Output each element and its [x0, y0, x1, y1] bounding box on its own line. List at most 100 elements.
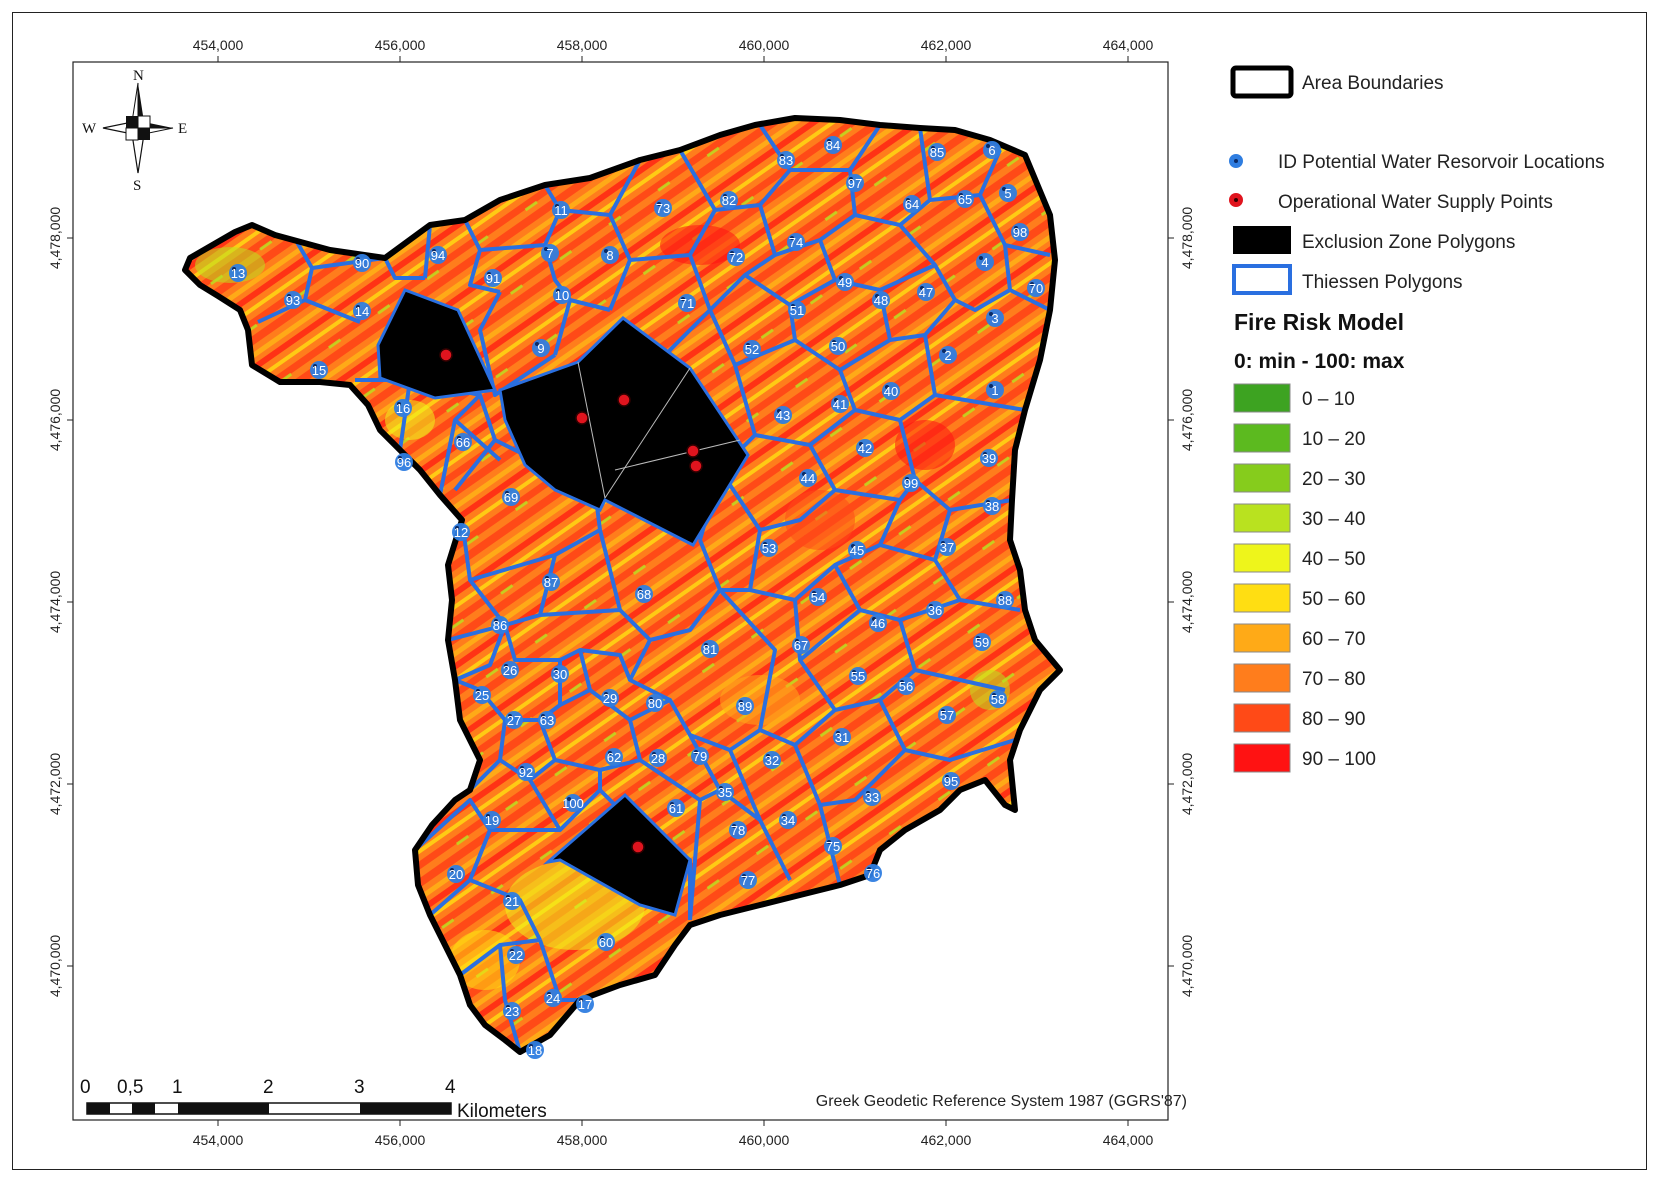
- reservoir-center: [604, 249, 608, 253]
- reservoir-id-label: 4: [981, 255, 988, 270]
- reservoir-center: [885, 385, 889, 389]
- reservoir-center: [504, 664, 508, 668]
- reservoir-center: [859, 442, 863, 446]
- reservoir-point-58: 58: [989, 690, 1007, 708]
- reservoir-point-7: 7: [541, 244, 559, 262]
- reservoir-point-66: 66: [454, 433, 472, 451]
- x-axis-bottom: 454,000 456,000 458,000 460,000 462,000 464,0…: [193, 1120, 1154, 1148]
- reservoir-center: [510, 949, 514, 953]
- reservoir-center: [812, 591, 816, 595]
- reservoir-id-label: 89: [738, 699, 752, 714]
- reservoir-id-label: 78: [731, 823, 745, 838]
- reservoir-center: [545, 576, 549, 580]
- reservoir-point-84: 84: [824, 136, 842, 154]
- reservoir-point-27: 27: [505, 711, 523, 729]
- reservoir-center: [875, 294, 879, 298]
- reservoir-center: [681, 297, 685, 301]
- legend-class-swatch: [1233, 423, 1291, 453]
- reservoir-id-label: 23: [505, 1004, 519, 1019]
- legend-class-label: 90 – 100: [1302, 749, 1376, 770]
- reservoir-id-label: 13: [231, 266, 245, 281]
- reservoir-point-15: 15: [310, 361, 328, 379]
- y-tick-label-right: 4,474,000: [1179, 571, 1195, 633]
- reservoir-point-21: 21: [503, 892, 521, 910]
- reservoir-point-93: 93: [284, 291, 302, 309]
- reservoir-center: [905, 477, 909, 481]
- scale-label-4: 4: [445, 1077, 456, 1098]
- reservoir-point-16: 16: [394, 399, 412, 417]
- reservoir-point-35: 35: [716, 783, 734, 801]
- reservoir-point-36: 36: [926, 601, 944, 619]
- reservoir-id-label: 69: [504, 490, 518, 505]
- reservoir-point-48: 48: [872, 291, 890, 309]
- reservoir-id-label: 75: [826, 839, 840, 854]
- legend-class: 50 – 60: [1233, 583, 1365, 613]
- reservoir-id-label: 16: [396, 401, 410, 416]
- reservoir-id-label: 43: [776, 408, 790, 423]
- y-tick-label-right: 4,478,000: [1179, 207, 1195, 269]
- reservoir-center: [802, 472, 806, 476]
- reservoir-center: [867, 867, 871, 871]
- supply-point: [617, 393, 631, 407]
- reservoir-id-label: 100: [562, 796, 584, 811]
- reservoir-center: [827, 840, 831, 844]
- reservoir-point-91: 91: [484, 269, 502, 287]
- reservoir-point-12: 12: [452, 523, 470, 541]
- reservoir-center: [739, 700, 743, 704]
- reservoir-id-label: 95: [944, 774, 958, 789]
- reservoir-point-67: 67: [792, 636, 810, 654]
- reservoir-point-8: 8: [601, 246, 619, 264]
- reservoir-center: [508, 714, 512, 718]
- reservoir-center: [494, 619, 498, 623]
- reservoir-center: [834, 398, 838, 402]
- legend-label: ID Potential Water Resorvoir Locations: [1278, 152, 1605, 173]
- scale-bar: 0 0,5 1 2 3 4 Kilometers: [80, 1077, 547, 1122]
- reservoir-point-38: 38: [983, 497, 1001, 515]
- reservoir-point-69: 69: [502, 488, 520, 506]
- scale-label-2: 2: [263, 1077, 274, 1098]
- reservoir-center: [1014, 226, 1018, 230]
- reservoir-center: [929, 604, 933, 608]
- reservoir-id-label: 99: [904, 476, 918, 491]
- reservoir-id-label: 1: [991, 383, 998, 398]
- reservoir-center: [832, 340, 836, 344]
- reservoir-center: [723, 194, 727, 198]
- reservoir-point-80: 80: [646, 694, 664, 712]
- x-tick-label-bottom: 458,000: [557, 1132, 608, 1148]
- reservoir-point-99: 99: [902, 474, 920, 492]
- reservoir-point-92: 92: [517, 763, 535, 781]
- legend-class-swatch: [1233, 463, 1291, 493]
- reservoir-point-52: 52: [743, 340, 761, 358]
- legend-class-swatch: [1233, 543, 1291, 573]
- reservoir-id-label: 39: [982, 451, 996, 466]
- reservoir-point-31: 31: [833, 728, 851, 746]
- reservoir-id-label: 42: [858, 441, 872, 456]
- reservoir-id-label: 86: [493, 618, 507, 633]
- reservoir-id-label: 48: [874, 293, 888, 308]
- reservoir-point-41: 41: [831, 395, 849, 413]
- reservoir-center: [942, 349, 946, 353]
- reservoir-center: [694, 750, 698, 754]
- reservoir-point-83: 83: [777, 151, 795, 169]
- reservoir-center: [505, 491, 509, 495]
- reservoir-center: [742, 874, 746, 878]
- reservoir-id-label: 54: [811, 590, 825, 605]
- legend-class-label: 30 – 40: [1302, 509, 1365, 530]
- reservoir-center: [649, 697, 653, 701]
- compass-e: E: [178, 121, 187, 137]
- reservoir-id-label: 92: [519, 765, 533, 780]
- reservoir-point-96: 96: [395, 453, 413, 471]
- reservoir-center: [652, 752, 656, 756]
- reservoir-id-label: 51: [790, 303, 804, 318]
- reservoir-id-label: 32: [765, 753, 779, 768]
- y-tick-label-right: 4,470,000: [1179, 935, 1195, 997]
- reservoir-point-81: 81: [701, 640, 719, 658]
- exclusion-zone-polygon: [376, 288, 498, 400]
- reservoir-id-label: 83: [779, 153, 793, 168]
- reservoir-id-label: 52: [745, 342, 759, 357]
- reservoir-center: [356, 257, 360, 261]
- reservoir-center: [1002, 187, 1006, 191]
- reservoir-point-95: 95: [942, 772, 960, 790]
- exclusion-zones: [376, 288, 750, 917]
